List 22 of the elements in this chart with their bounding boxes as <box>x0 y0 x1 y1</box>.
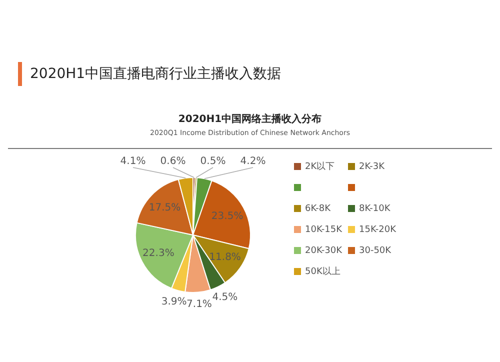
chart-title: 2020H1中国直播电商行业主播收入数据 <box>30 65 282 83</box>
data-label: 7.1% <box>186 298 212 310</box>
data-label: 3.9% <box>161 296 187 308</box>
data-label: 4.5% <box>212 292 238 304</box>
legend-label: 20K-30K <box>305 246 342 256</box>
data-label: 22.3% <box>142 248 174 259</box>
data-label: 0.5% <box>200 156 226 168</box>
data-label: 4.1% <box>120 156 146 168</box>
data-label: 4.2% <box>240 156 266 168</box>
data-label: 11.8% <box>209 252 241 263</box>
legend-label: 6K-8K <box>305 204 331 214</box>
data-label: 23.5% <box>211 210 244 222</box>
data-label: 0.6% <box>160 156 186 168</box>
chart-subtitle: 2020H1中国网络主播收入分布 <box>177 112 323 126</box>
legend-label: 2K-3K <box>359 162 385 172</box>
legend-label: 50K以上 <box>305 266 340 278</box>
legend-label: 10K-15K <box>305 224 342 234</box>
legend-label: 30-50K <box>359 246 392 256</box>
legend-label: 2K以下 <box>305 160 335 173</box>
legend-label: 8K-10K <box>359 204 390 214</box>
data-label: 17.5% <box>148 202 181 214</box>
legend-label: 15K-20K <box>359 224 396 234</box>
